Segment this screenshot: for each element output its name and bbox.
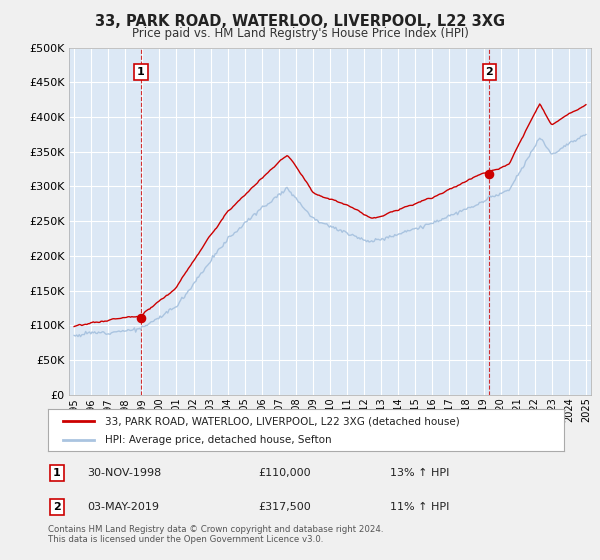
- Text: 11% ↑ HPI: 11% ↑ HPI: [390, 502, 449, 512]
- Text: 33, PARK ROAD, WATERLOO, LIVERPOOL, L22 3XG (detached house): 33, PARK ROAD, WATERLOO, LIVERPOOL, L22 …: [105, 417, 460, 426]
- Text: 2: 2: [53, 502, 61, 512]
- Text: Price paid vs. HM Land Registry's House Price Index (HPI): Price paid vs. HM Land Registry's House …: [131, 27, 469, 40]
- Text: 33, PARK ROAD, WATERLOO, LIVERPOOL, L22 3XG: 33, PARK ROAD, WATERLOO, LIVERPOOL, L22 …: [95, 14, 505, 29]
- Text: Contains HM Land Registry data © Crown copyright and database right 2024.
This d: Contains HM Land Registry data © Crown c…: [48, 525, 383, 544]
- Text: HPI: Average price, detached house, Sefton: HPI: Average price, detached house, Seft…: [105, 435, 331, 445]
- Point: [485, 170, 494, 179]
- Text: 30-NOV-1998: 30-NOV-1998: [87, 468, 161, 478]
- Text: 1: 1: [53, 468, 61, 478]
- Text: 1: 1: [137, 67, 145, 77]
- Text: £110,000: £110,000: [258, 468, 311, 478]
- Point: [136, 314, 146, 323]
- Text: 13% ↑ HPI: 13% ↑ HPI: [390, 468, 449, 478]
- Text: £317,500: £317,500: [258, 502, 311, 512]
- Text: 2: 2: [485, 67, 493, 77]
- Text: 03-MAY-2019: 03-MAY-2019: [87, 502, 159, 512]
